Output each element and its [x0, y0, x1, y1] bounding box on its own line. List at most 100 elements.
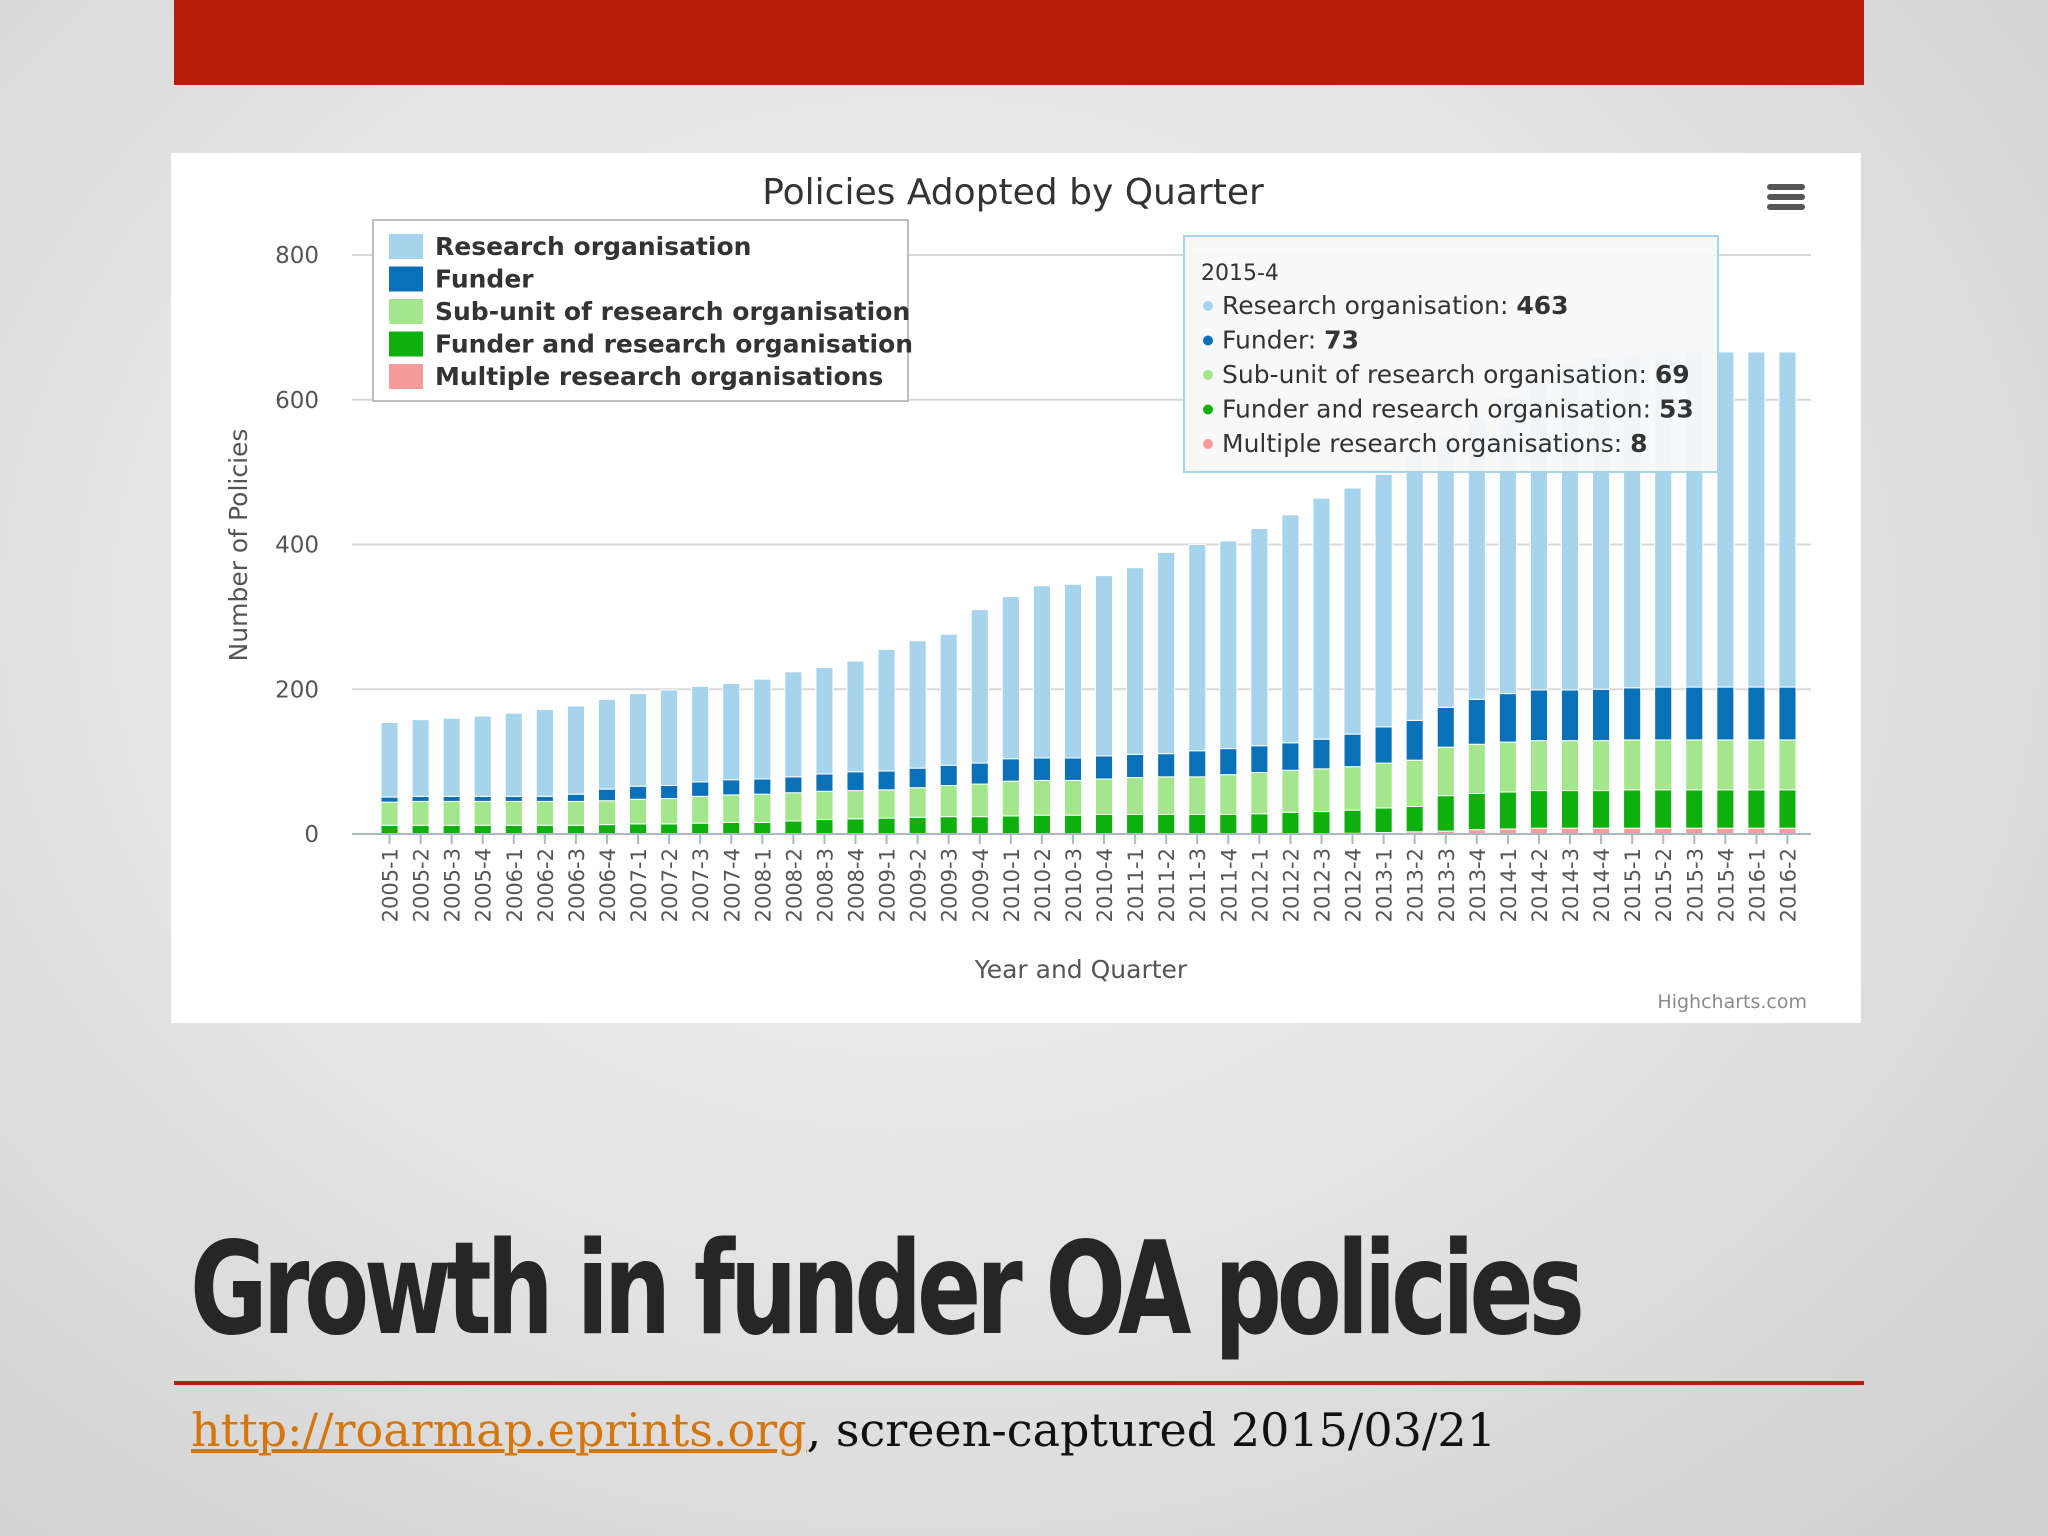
- bar-segment: [691, 795, 710, 824]
- bar-segment: [1405, 759, 1424, 807]
- bar-segment: [1529, 740, 1548, 792]
- x-tick-label: 2012-1: [1248, 848, 1272, 922]
- bar-segment: [1157, 551, 1176, 755]
- x-tick-label: 2007-3: [689, 848, 713, 922]
- bar-segment: [1001, 780, 1020, 817]
- legend-box: [372, 219, 909, 402]
- legend-swatch: [389, 234, 423, 259]
- bar-segment: [1436, 795, 1455, 832]
- bar-segment: [1126, 777, 1145, 815]
- x-tick-label: 2010-1: [1000, 848, 1024, 922]
- bar-segment: [1312, 738, 1331, 770]
- bar-segment: [535, 795, 554, 802]
- bar-segment: [1281, 514, 1300, 744]
- tooltip-header: 2015-4: [1201, 261, 1279, 286]
- bar-segment: [815, 819, 834, 835]
- bar-segment: [1157, 753, 1176, 778]
- tooltip-row: Sub-unit of research organisation: 69: [1222, 360, 1690, 389]
- bar-segment: [691, 781, 710, 797]
- legend-swatch: [389, 331, 423, 357]
- bar-segment: [1592, 790, 1611, 829]
- bar-segment: [1188, 813, 1207, 835]
- bar-segment: [1001, 596, 1020, 760]
- x-tick-label: 2009-1: [876, 848, 900, 922]
- bar-segment: [473, 795, 492, 802]
- slide-caption: http://roarmap.eprints.org, screen-captu…: [191, 1400, 1496, 1460]
- x-tick-label: 2011-1: [1124, 848, 1148, 922]
- tooltip-row-label: Sub-unit of research organisation:: [1222, 360, 1655, 389]
- bar-segment: [1126, 753, 1145, 779]
- bar-segment: [1032, 585, 1051, 759]
- bar-segment: [1343, 487, 1362, 735]
- bar-segment: [566, 793, 585, 802]
- bar-segment: [1747, 351, 1766, 688]
- bar-segment: [1498, 741, 1517, 793]
- bar-segment: [691, 685, 710, 783]
- bar-segment: [1716, 351, 1735, 688]
- bar-segment: [1250, 528, 1269, 747]
- bar-segment: [1312, 497, 1331, 740]
- legend-item-label: Research organisation: [435, 232, 751, 261]
- tooltip-row-value: 69: [1655, 360, 1690, 389]
- bar-segment: [535, 824, 554, 835]
- bar-segment: [1343, 733, 1362, 768]
- bar-segment: [753, 678, 772, 780]
- x-tick-label: 2014-1: [1497, 848, 1521, 922]
- bar-segment: [784, 671, 803, 778]
- x-axis-title: Year and Quarter: [974, 955, 1188, 984]
- bar-segment: [753, 821, 772, 835]
- bar-segment: [1405, 455, 1424, 721]
- tooltip-row: Funder and research organisation: 53: [1222, 395, 1694, 424]
- bar-segment: [1063, 814, 1083, 835]
- bar-segment: [1219, 774, 1238, 815]
- bar-segment: [908, 816, 927, 835]
- bar-segment: [1001, 758, 1020, 782]
- x-tick-label: 2007-1: [627, 848, 651, 922]
- source-link[interactable]: http://roarmap.eprints.org: [191, 1403, 807, 1457]
- x-tick-label: 2010-3: [1062, 848, 1086, 922]
- bar-segment: [1716, 686, 1735, 741]
- bar-segment: [970, 609, 989, 764]
- bar-segment: [1374, 726, 1393, 764]
- x-tick-label: 2013-3: [1435, 848, 1459, 922]
- bar-segment: [877, 648, 896, 772]
- tooltip-row-label: Research organisation:: [1222, 291, 1516, 320]
- bar-segment: [1063, 757, 1083, 781]
- bar-segment: [1529, 790, 1548, 829]
- bar-segment: [1778, 686, 1797, 741]
- bar-segment: [939, 785, 958, 818]
- bar-segment: [1467, 743, 1486, 794]
- bar-segment: [784, 820, 803, 835]
- tooltip: 2015-4 Research organisation: 463 Funder: …: [1183, 235, 1719, 473]
- bar-segment: [629, 798, 648, 825]
- tooltip-row: Funder: 73: [1222, 326, 1359, 355]
- bar-segment: [1219, 813, 1238, 835]
- bar-segment: [1654, 686, 1673, 741]
- bar-segment: [1778, 739, 1797, 791]
- x-tick-label: 2011-4: [1217, 848, 1241, 922]
- bar-segment: [1001, 815, 1020, 835]
- x-tick-label: 2006-2: [534, 848, 558, 922]
- bar-segment: [1032, 779, 1051, 816]
- bar-segment: [1716, 789, 1735, 829]
- tooltip-row: Multiple research organisations: 8: [1222, 429, 1648, 458]
- y-tick-label: 400: [275, 533, 319, 559]
- bar-segment: [784, 776, 803, 794]
- bar-segment: [1778, 351, 1797, 688]
- bar-segment: [1529, 689, 1548, 742]
- x-tick-label: 2008-1: [751, 848, 775, 922]
- bar-segment: [1623, 789, 1642, 829]
- bar-segment: [442, 824, 461, 835]
- hamburger-menu-icon: [1767, 184, 1805, 210]
- bar-segment: [473, 715, 492, 797]
- x-tick-label: 2009-3: [938, 848, 962, 922]
- bar-segment: [1281, 811, 1300, 835]
- bar-segment: [908, 787, 927, 818]
- bar-segment: [784, 792, 803, 822]
- x-tick-label: 2010-2: [1031, 848, 1055, 922]
- bar-segment: [1467, 792, 1486, 831]
- menu-icon-line: [1767, 194, 1805, 200]
- bar-segment: [1094, 778, 1114, 815]
- x-tick-label: 2012-4: [1342, 848, 1366, 922]
- legend: Research organisation Funder Sub-unit of r…: [372, 219, 913, 402]
